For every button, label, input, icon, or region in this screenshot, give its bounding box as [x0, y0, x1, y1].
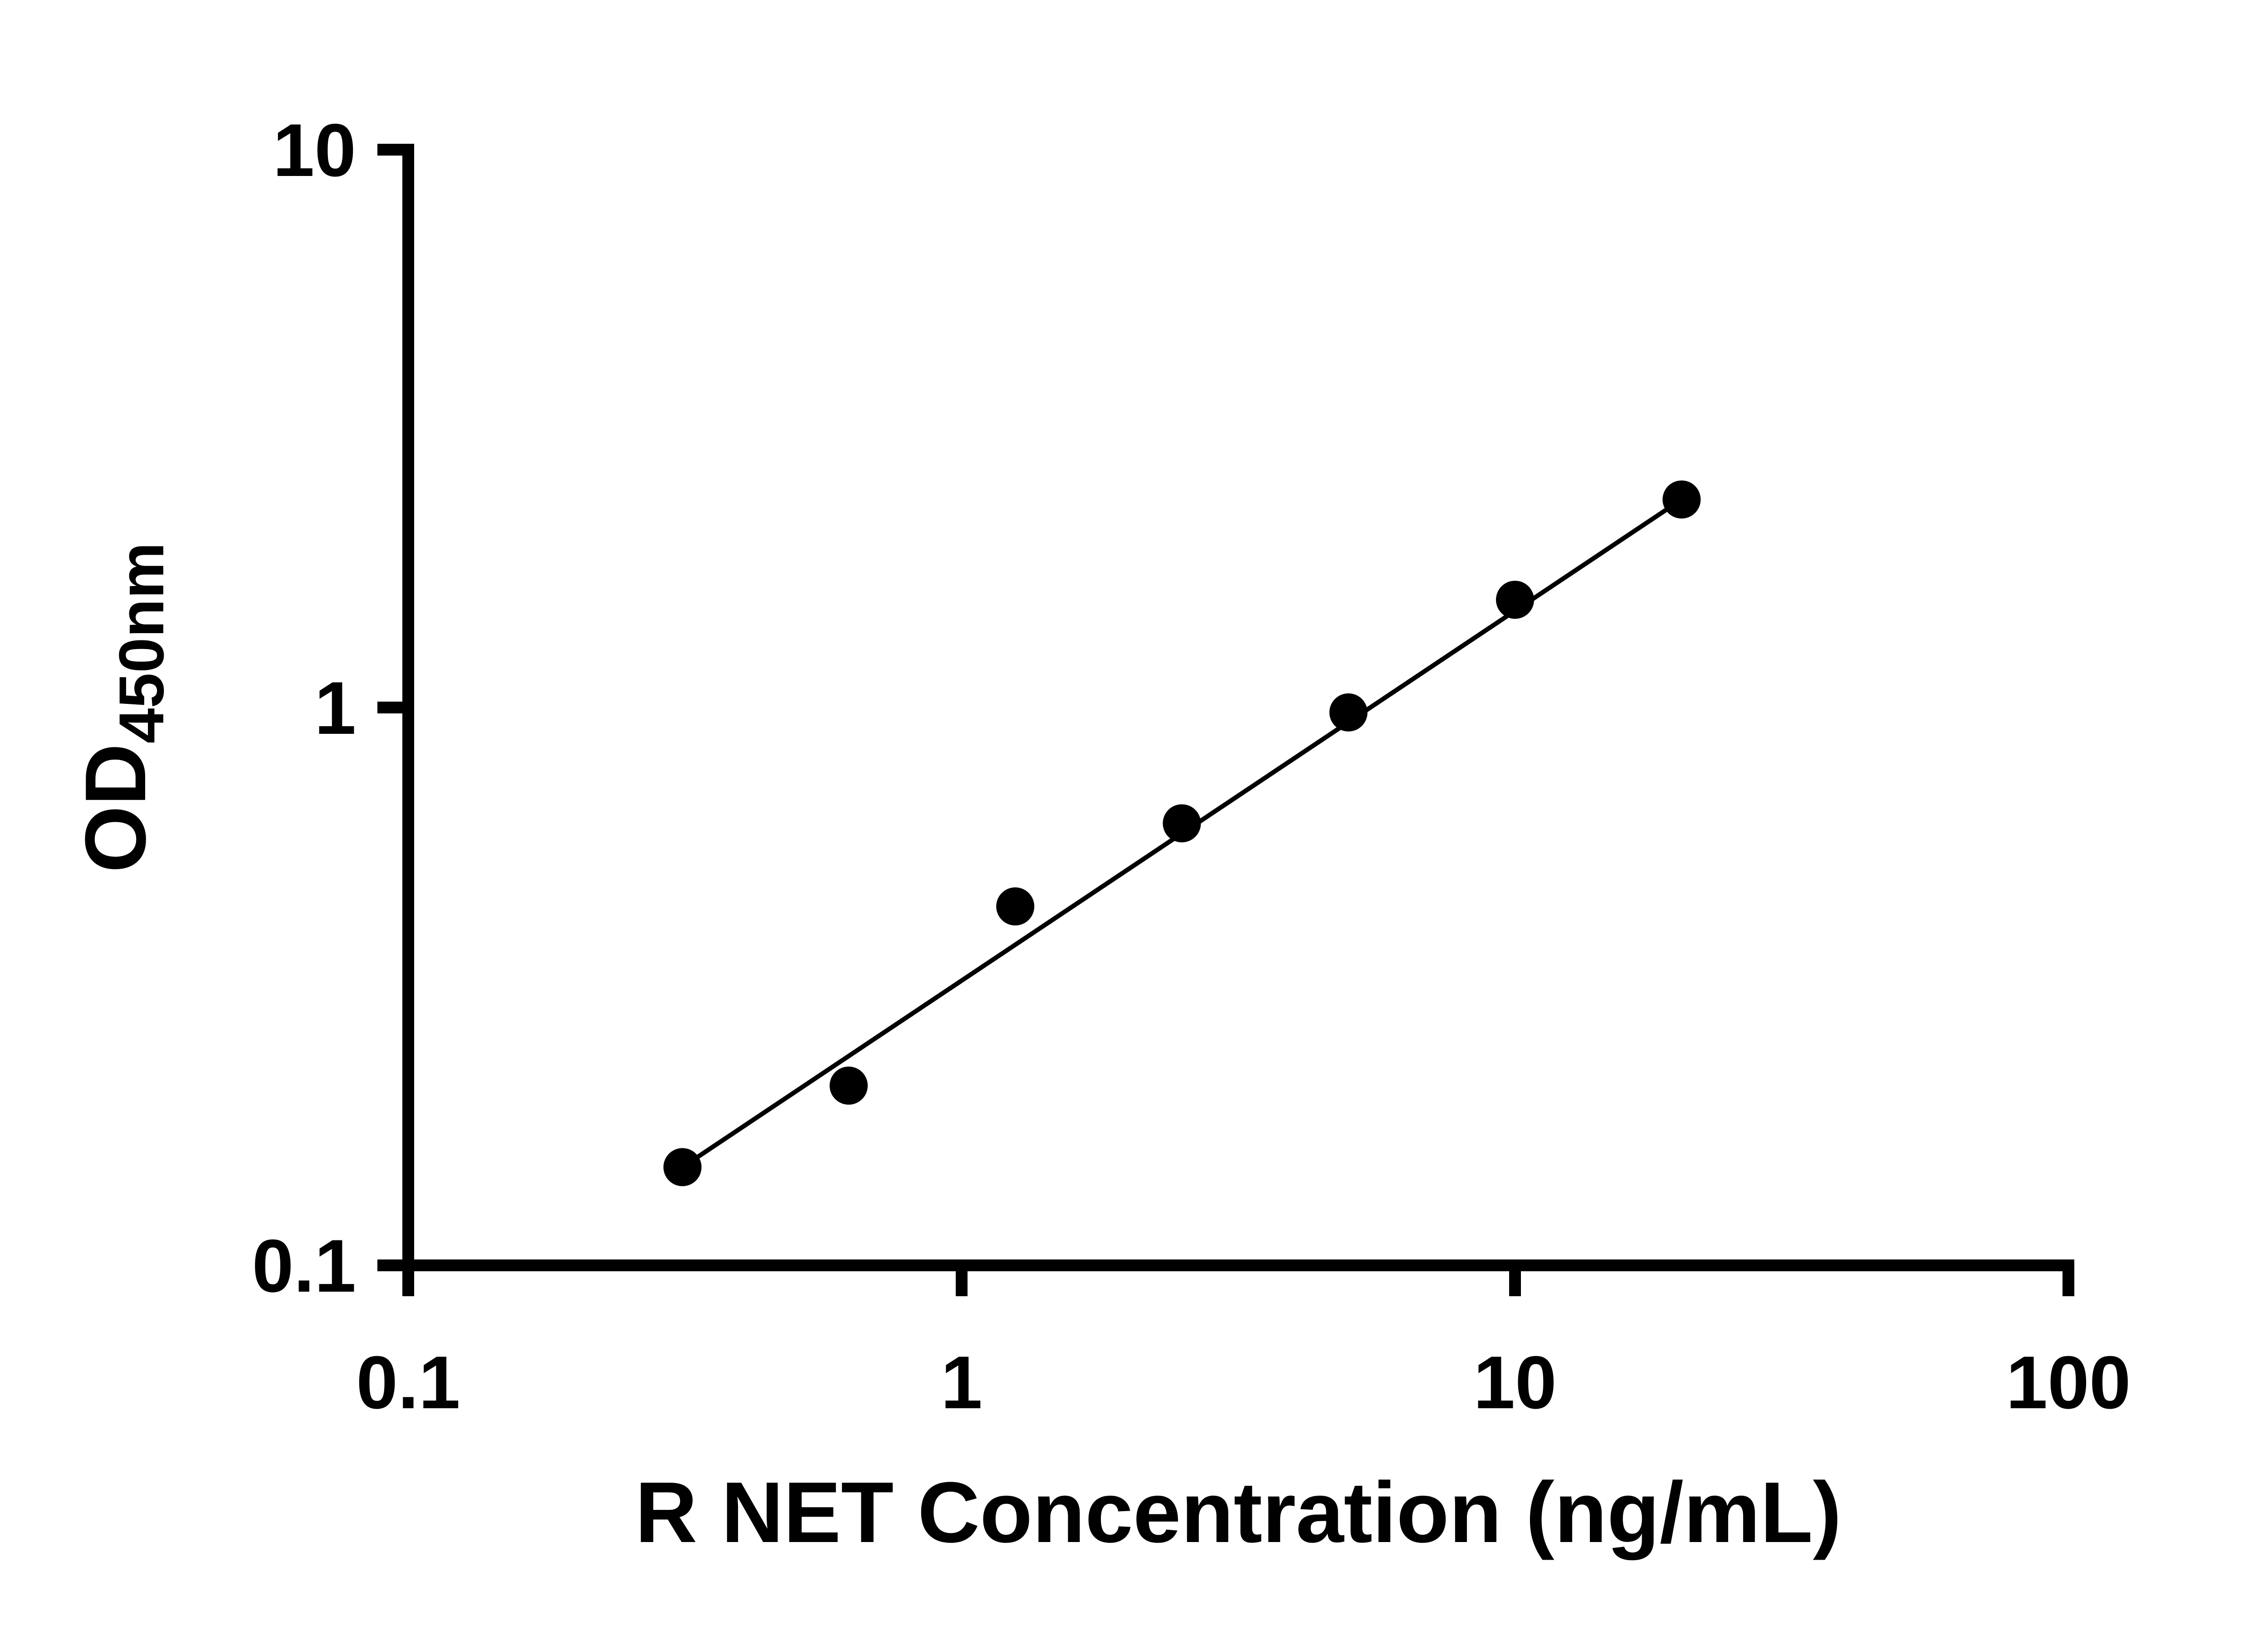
data-point — [996, 887, 1035, 926]
plot-area: 0.1 1 10 0.1 1 10 100 — [252, 108, 2131, 1424]
x-tick-label: 1 — [941, 1341, 982, 1424]
y-axis-title-subscript: 450nm — [106, 542, 177, 744]
axes-frame — [402, 144, 2074, 1271]
y-tick-label: 0.1 — [252, 1224, 356, 1308]
data-point — [1163, 804, 1201, 843]
y-tick-label: 10 — [273, 108, 356, 192]
data-point — [1662, 480, 1701, 519]
x-tick-label: 10 — [1473, 1341, 1557, 1424]
y-tick-label: 1 — [314, 666, 356, 750]
data-point — [829, 1066, 868, 1105]
x-tick-label: 0.1 — [356, 1341, 460, 1424]
y-axis-title: OD450nm — [68, 542, 177, 873]
data-point — [1329, 693, 1368, 732]
y-axis-title-main: OD — [68, 743, 164, 873]
x-axis-title: R NET Concentration (ng/mL) — [635, 1464, 1842, 1561]
x-tick-label: 100 — [2006, 1341, 2131, 1424]
data-point — [1496, 581, 1534, 619]
data-point — [663, 1148, 702, 1186]
